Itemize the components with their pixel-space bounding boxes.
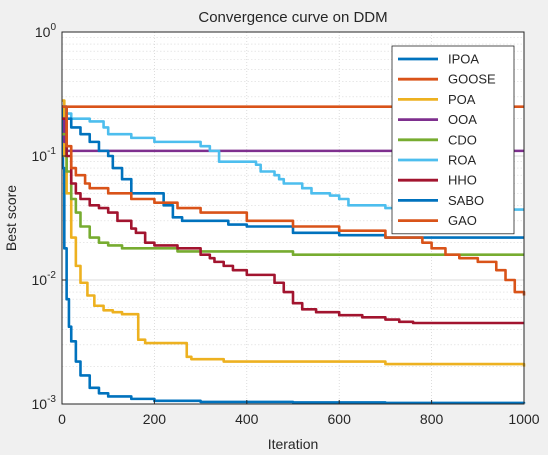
series-line-sabo: [62, 105, 524, 239]
series-line-roa: [62, 105, 524, 211]
series-line-cdo: [62, 132, 524, 256]
series-line-gao: [62, 105, 526, 296]
x-tick-label: 400: [235, 411, 259, 427]
x-tick-label: 1000: [508, 411, 539, 427]
legend-label-ooa: OOA: [448, 112, 477, 127]
legend-label-sabo: SABO: [448, 193, 484, 208]
chart-title: Convergence curve on DDM: [198, 9, 387, 26]
y-axis-label: Best score: [3, 185, 19, 251]
legend-label-roa: ROA: [448, 153, 477, 168]
x-tick-label: 0: [58, 411, 66, 427]
legend-label-gao: GAO: [448, 213, 477, 228]
legend-label-hho: HHO: [448, 173, 477, 188]
x-tick-label: 800: [420, 411, 444, 427]
y-tick-label: 10-3: [32, 394, 57, 412]
series-lines: [61, 99, 526, 405]
y-tick-label: 100: [35, 22, 57, 40]
series-line-hho: [62, 117, 524, 325]
legend-label-goose: GOOSE: [448, 72, 496, 87]
x-tick-label: 600: [328, 411, 352, 427]
legend-label-cdo: CDO: [448, 132, 477, 147]
legend-label-poa: POA: [448, 92, 476, 107]
plot-frame: [61, 31, 525, 405]
x-axis: 0 200 400 600 800 1000: [58, 400, 540, 427]
y-tick-label: 10-1: [32, 146, 57, 164]
x-axis-label: Iteration: [268, 436, 319, 452]
series-line-poa: [62, 99, 526, 367]
y-axis: 100 10-1 10-2 10-3: [32, 22, 66, 412]
legend: IPOA GOOSE POA OOA CDO ROA HHO SABO GAO: [391, 45, 515, 235]
y-tick-label: 10-2: [32, 270, 57, 288]
legend-label-ipoa: IPOA: [448, 52, 479, 67]
x-tick-label: 200: [143, 411, 167, 427]
series-line-ipoa: [61, 105, 526, 405]
